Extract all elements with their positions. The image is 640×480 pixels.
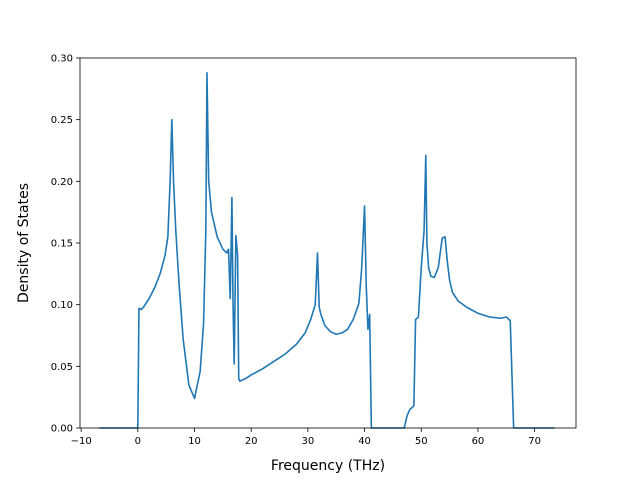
y-tick-label: 0.10 xyxy=(51,300,73,311)
plot-background xyxy=(80,58,576,428)
y-tick-label: 0.15 xyxy=(51,239,73,250)
y-tick-label: 0.30 xyxy=(51,54,73,65)
y-tick-label: 0.00 xyxy=(51,424,73,435)
y-axis-ticks: 0.00 0.05 0.10 0.15 0.20 0.25 0.30 xyxy=(51,54,80,435)
x-tick-label: 20 xyxy=(245,436,258,447)
x-tick-label: 70 xyxy=(528,436,541,447)
y-tick-label: 0.05 xyxy=(51,362,73,373)
y-axis-label: Density of States xyxy=(16,183,32,303)
x-tick-label: 50 xyxy=(415,436,428,447)
y-tick-label: 0.25 xyxy=(51,115,73,126)
x-tick-label: 40 xyxy=(358,436,371,447)
x-tick-label: 0 xyxy=(135,436,141,447)
plot-frame xyxy=(79,57,577,429)
dos-series-line xyxy=(99,72,555,429)
x-tick-label: 30 xyxy=(302,436,315,447)
x-axis-label: Frequency (THz) xyxy=(271,458,385,474)
x-tick-label: −10 xyxy=(71,436,92,447)
x-axis-ticks: −10 0 10 20 30 40 50 60 70 xyxy=(71,428,541,447)
x-tick-label: 10 xyxy=(188,436,201,447)
x-tick-label: 60 xyxy=(472,436,485,447)
y-tick-label: 0.20 xyxy=(51,177,73,188)
